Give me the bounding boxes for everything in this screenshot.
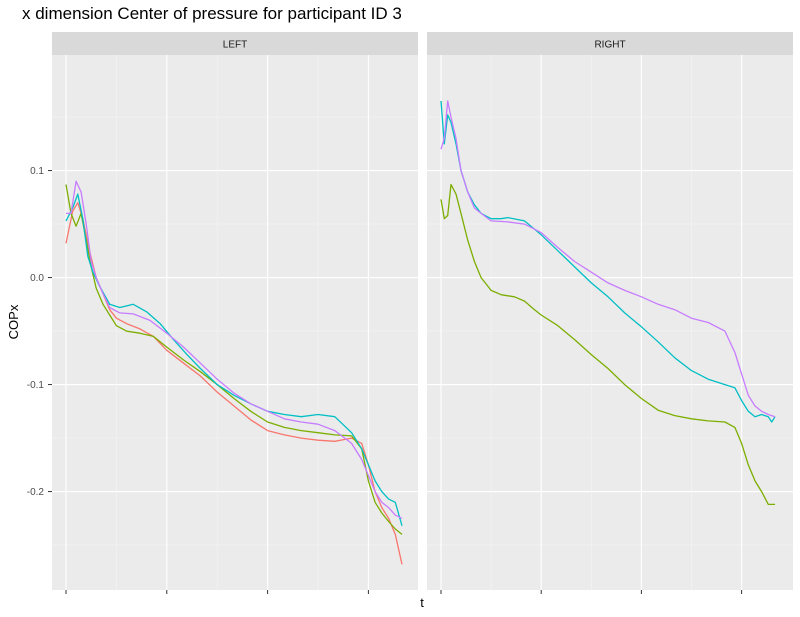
strip-left-background [52,32,418,55]
grid-left [52,55,418,590]
series-line-right-3 [440,100,776,418]
strip-label-right: RIGHT [594,40,625,51]
y-tick-label: 0.1 [30,166,44,177]
chart-title: x dimension Center of pressure for parti… [22,4,402,23]
series-line-left-4 [66,180,403,519]
y-axis: 0.1 0.0 -0.1 -0.2 [27,166,743,594]
y-tick-label: -0.1 [27,380,45,391]
series-line-right-1 [440,183,775,506]
panel-left: LEFT [52,32,418,590]
y-axis-title: COPx [6,304,21,339]
strip-right-background [427,32,793,55]
series-left [65,180,403,565]
grid-right [427,55,793,590]
plot-area-right [427,55,793,590]
panel-right: RIGHT [427,32,793,590]
strip-label-left: LEFT [223,40,247,51]
y-tick-label: -0.2 [27,487,45,498]
series-line-left-3 [65,193,403,526]
y-tick-label: 0.0 [30,273,44,284]
x-axis-title: t [420,595,424,610]
plot-area-left [52,55,418,590]
series-right [440,100,776,506]
